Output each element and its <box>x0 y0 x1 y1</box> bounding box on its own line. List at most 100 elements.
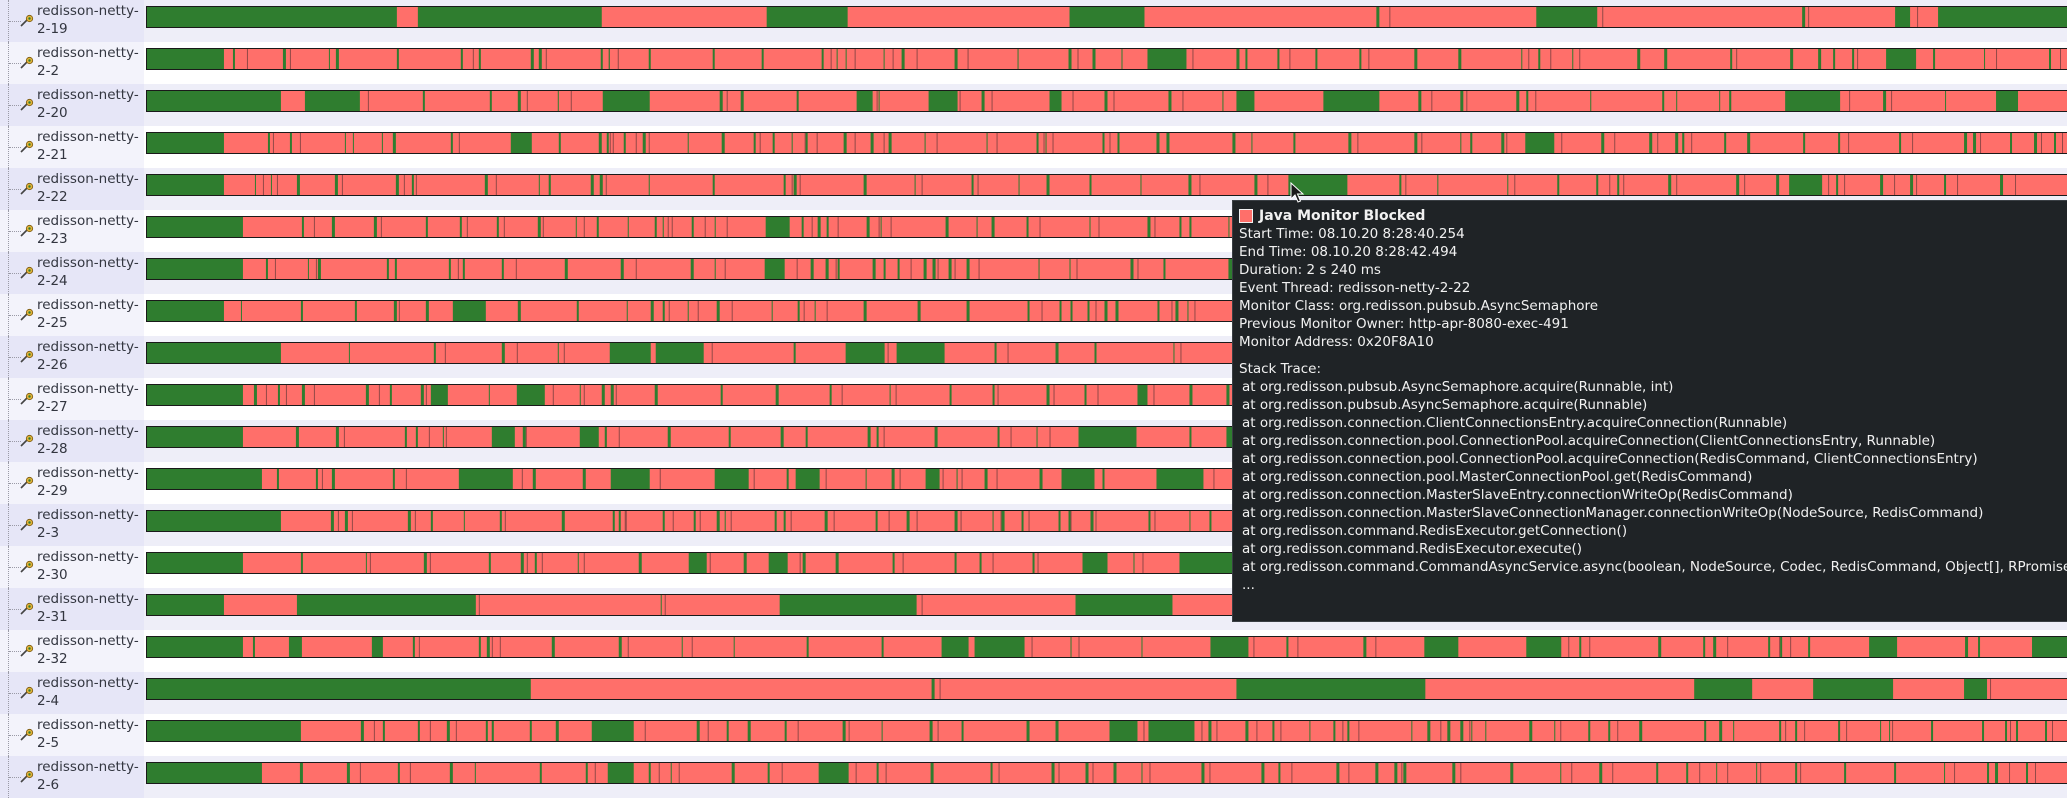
running-segment[interactable] <box>753 133 756 153</box>
running-segment[interactable] <box>147 301 224 321</box>
running-segment[interactable] <box>496 217 499 237</box>
running-segment[interactable] <box>1889 721 1891 741</box>
running-segment[interactable] <box>954 49 958 69</box>
running-segment[interactable] <box>1599 763 1603 783</box>
running-segment[interactable] <box>474 763 476 783</box>
thread-state-bar[interactable] <box>146 48 2067 70</box>
running-segment[interactable] <box>716 301 720 321</box>
running-segment[interactable] <box>642 133 646 153</box>
running-segment[interactable] <box>728 427 731 447</box>
running-segment[interactable] <box>954 511 958 531</box>
running-segment[interactable] <box>1895 7 1911 27</box>
running-segment[interactable] <box>627 217 629 237</box>
running-segment[interactable] <box>1818 49 1822 69</box>
running-segment[interactable] <box>1733 721 1735 741</box>
running-segment[interactable] <box>932 259 936 279</box>
running-segment[interactable] <box>1838 133 1841 153</box>
running-segment[interactable] <box>845 343 885 363</box>
running-segment[interactable] <box>608 49 610 69</box>
running-segment[interactable] <box>1838 721 1841 741</box>
running-segment[interactable] <box>1525 133 1555 153</box>
running-segment[interactable] <box>537 217 541 237</box>
running-segment[interactable] <box>670 763 672 783</box>
running-segment[interactable] <box>954 553 957 573</box>
running-segment[interactable] <box>425 301 429 321</box>
running-segment[interactable] <box>448 259 451 279</box>
running-segment[interactable] <box>1460 133 1462 153</box>
running-segment[interactable] <box>596 217 599 237</box>
running-segment[interactable] <box>626 301 628 321</box>
running-segment[interactable] <box>449 763 453 783</box>
running-segment[interactable] <box>990 763 993 783</box>
running-segment[interactable] <box>1536 7 1598 27</box>
running-segment[interactable] <box>1189 427 1192 447</box>
blocked-segment[interactable] <box>147 133 2067 153</box>
thread-label-cell[interactable]: redisson-netty-2-28 <box>0 420 144 462</box>
running-segment[interactable] <box>1447 721 1451 741</box>
running-segment[interactable] <box>765 217 790 237</box>
running-segment[interactable] <box>1686 763 1689 783</box>
running-segment[interactable] <box>373 217 377 237</box>
running-segment[interactable] <box>801 217 804 237</box>
running-segment[interactable] <box>598 133 602 153</box>
thread-label-cell[interactable]: redisson-netty-2-22 <box>0 168 144 210</box>
running-segment[interactable] <box>1596 175 1599 195</box>
running-segment[interactable] <box>690 259 694 279</box>
running-segment[interactable] <box>1232 133 1236 153</box>
running-segment[interactable] <box>1427 721 1431 741</box>
running-segment[interactable] <box>532 469 536 489</box>
running-segment[interactable] <box>806 637 809 657</box>
running-segment[interactable] <box>1795 763 1798 783</box>
running-segment[interactable] <box>1747 133 1751 153</box>
running-segment[interactable] <box>1209 511 1212 531</box>
running-segment[interactable] <box>147 511 281 531</box>
running-segment[interactable] <box>818 763 849 783</box>
running-segment[interactable] <box>1175 301 1179 321</box>
running-segment[interactable] <box>392 469 395 489</box>
running-segment[interactable] <box>768 553 788 573</box>
running-segment[interactable] <box>1068 49 1072 69</box>
running-segment[interactable] <box>517 301 521 321</box>
running-segment[interactable] <box>600 49 603 69</box>
running-segment[interactable] <box>2016 721 2019 741</box>
running-segment[interactable] <box>147 343 281 363</box>
running-segment[interactable] <box>365 385 369 405</box>
running-segment[interactable] <box>491 427 515 447</box>
running-segment[interactable] <box>837 259 840 279</box>
running-segment[interactable] <box>2045 721 2048 741</box>
running-segment[interactable] <box>1780 637 1783 657</box>
running-segment[interactable] <box>1973 133 1977 153</box>
running-segment[interactable] <box>1802 7 1806 27</box>
running-segment[interactable] <box>1188 175 1192 195</box>
running-segment[interactable] <box>2026 763 2029 783</box>
running-segment[interactable] <box>1363 637 1367 657</box>
running-segment[interactable] <box>945 217 949 237</box>
running-segment[interactable] <box>992 385 995 405</box>
thread-row[interactable]: redisson-netty-2-4 <box>0 672 2067 714</box>
running-segment[interactable] <box>478 49 481 69</box>
running-segment[interactable] <box>896 343 945 363</box>
running-segment[interactable] <box>1437 175 1439 195</box>
running-segment[interactable] <box>335 427 339 447</box>
running-segment[interactable] <box>821 49 824 69</box>
running-segment[interactable] <box>802 553 806 573</box>
running-segment[interactable] <box>883 49 885 69</box>
running-segment[interactable] <box>395 175 399 195</box>
running-segment[interactable] <box>1713 637 1717 657</box>
running-segment[interactable] <box>389 385 392 405</box>
running-segment[interactable] <box>979 553 982 573</box>
running-segment[interactable] <box>1869 637 1898 657</box>
running-segment[interactable] <box>662 217 664 237</box>
running-segment[interactable] <box>716 511 720 531</box>
running-segment[interactable] <box>892 553 895 573</box>
running-segment[interactable] <box>430 385 448 405</box>
running-segment[interactable] <box>2034 133 2038 153</box>
running-segment[interactable] <box>1984 49 1986 69</box>
running-segment[interactable] <box>1507 175 1509 195</box>
running-segment[interactable] <box>1104 91 1108 111</box>
running-segment[interactable] <box>1403 763 1407 783</box>
running-segment[interactable] <box>1323 91 1380 111</box>
running-segment[interactable] <box>1933 49 1936 69</box>
running-segment[interactable] <box>1554 721 1556 741</box>
running-segment[interactable] <box>1166 133 1170 153</box>
